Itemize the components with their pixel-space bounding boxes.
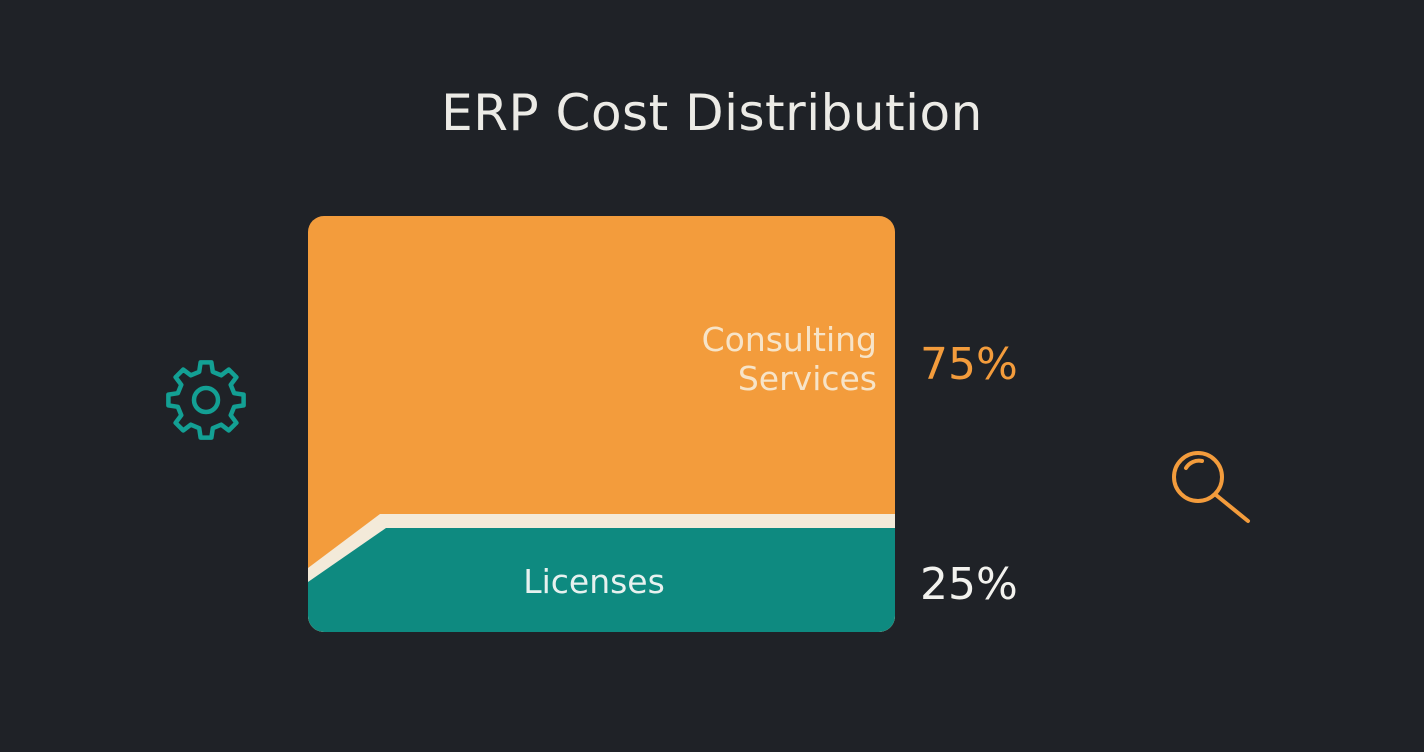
chart-title: ERP Cost Distribution: [441, 84, 983, 142]
bar-licenses: [308, 528, 895, 632]
label-consulting-line1: Consulting: [702, 320, 877, 359]
label-consulting-line2: Services: [738, 359, 877, 398]
gear-icon: [166, 360, 246, 440]
pct-consulting-services: 75%: [920, 339, 1018, 390]
label-licenses: Licenses: [523, 562, 665, 601]
pct-licenses: 25%: [920, 559, 1018, 610]
search-icon: [1172, 451, 1250, 523]
